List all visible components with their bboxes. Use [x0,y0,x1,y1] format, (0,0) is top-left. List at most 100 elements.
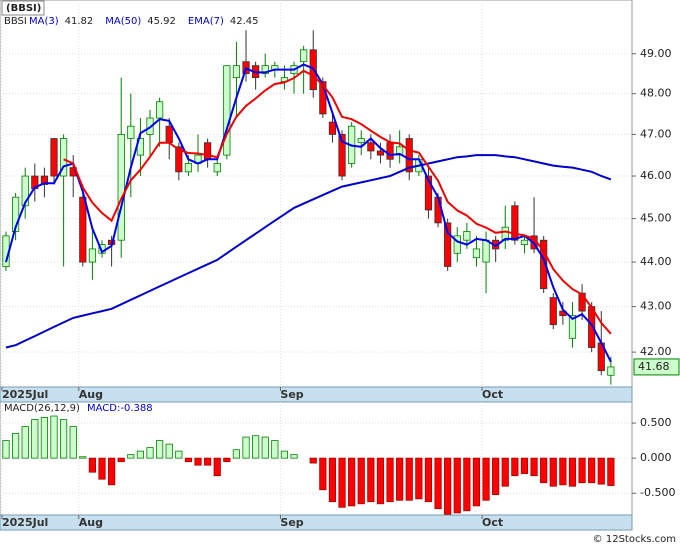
last-price: 41.68 [638,360,670,373]
candle-body [511,205,519,241]
macd-bar [12,433,20,459]
candle-body [223,65,231,156]
macd-bar [31,419,39,459]
title-box [1,0,45,16]
macd-bar [223,457,231,463]
macd-bar [444,457,452,515]
macd-bar [79,456,87,459]
x-tick-label: 2025Jul [2,388,48,401]
macd-bar [165,443,173,459]
candle-body [424,175,433,211]
x-axis-strip [0,514,633,531]
chart-title: (BBSI) [6,3,41,14]
y-tick-label: 46.00 [640,169,672,182]
macd-bar [492,457,500,496]
legend-value: 45.92 [147,16,176,27]
macd-bar [156,440,164,459]
macd-bar [453,457,461,514]
macd-bar [482,457,490,501]
macd-bar [559,457,567,486]
candle-body [338,134,346,177]
candle-body [88,248,97,263]
y-tick-label: 43.00 [640,300,672,313]
macd-bar [136,450,145,459]
candle-body [319,81,327,115]
macd-bar [597,457,605,485]
candle-body [40,175,49,185]
macd-bar [386,457,394,503]
candle-body [549,297,557,326]
macd-bar [194,457,202,466]
candle-body [482,239,490,263]
macd-bar [511,457,519,477]
last-price-box [633,358,680,376]
indicator-line [63,69,612,335]
candle-body [453,235,461,254]
legend-ticker: BBSI [4,16,27,27]
candle-body [328,121,337,135]
candle-body [204,142,212,160]
candle-body [540,239,548,290]
macd-bar [280,450,289,459]
y-tick-label: 49.00 [640,47,672,60]
macd-bar [146,447,154,459]
macd-bar [40,417,49,459]
macd-bar [2,440,10,459]
candle-body [79,196,87,263]
y-tick-label: 45.00 [640,212,672,225]
candle-body [213,163,221,173]
macd-bar [424,457,433,503]
x-tick-label: 2025Jul [2,516,48,529]
macd-bar [463,457,471,512]
macd-bar [261,436,269,459]
candle-body [396,146,404,156]
macd-legend: MACD:-0.388 [87,403,153,414]
macd-bar [530,457,538,477]
legend-value: 41.82 [65,16,94,27]
indicator-line [5,154,612,349]
x-tick-label: Oct [482,516,503,529]
y-tick-label: 0.500 [640,416,672,429]
candle-body [127,125,135,139]
x-tick-label: Sep [280,388,303,401]
candle-body [184,163,193,173]
candle-body [376,150,385,156]
y-tick-label: 0.000 [640,451,672,464]
indicator-line [5,63,612,363]
macd-bar [588,457,596,484]
watermark: © 12Stocks.com [593,534,676,545]
macd-bar [520,457,529,474]
candle-body [117,134,125,241]
candle-body [386,142,394,160]
macd-bar [328,457,337,503]
macd-bar [501,457,509,487]
macd-bar [117,457,125,463]
y-tick-label: 44.00 [640,255,672,268]
macd-bar [242,436,250,459]
macd-bar [348,457,356,507]
macd-bar [396,457,404,501]
candle-body [568,315,577,339]
x-axis-strip [0,386,633,403]
macd-bar [60,419,68,459]
candle-body [520,239,529,245]
macd-bar [108,457,116,486]
macd-bar [232,449,241,459]
candle-body [444,222,452,267]
candle-body [367,142,375,152]
macd-bar [568,457,577,487]
macd-bar [578,457,586,484]
candle-body [12,196,20,232]
candle-body [261,65,269,75]
macd-bar [376,457,385,505]
macd-bar [540,457,548,484]
x-tick-label: Aug [79,516,103,529]
candle-body [232,65,241,79]
macd-bar [204,457,212,466]
macd-title: MACD(26,12,9) [4,403,80,414]
candle-body [21,175,29,207]
candle-body [50,138,58,177]
y-tick-label: 47.00 [640,127,672,140]
